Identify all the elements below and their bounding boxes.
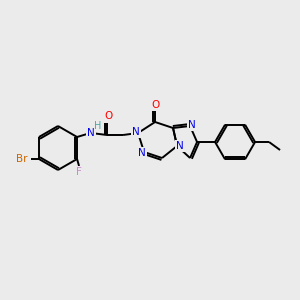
Text: N: N bbox=[138, 148, 146, 158]
Text: O: O bbox=[151, 100, 159, 110]
Text: O: O bbox=[103, 112, 111, 122]
Text: N: N bbox=[138, 148, 146, 158]
Text: N: N bbox=[132, 127, 140, 137]
Text: N: N bbox=[87, 128, 95, 138]
Text: O: O bbox=[104, 111, 112, 121]
Text: Br: Br bbox=[17, 154, 29, 164]
Text: N: N bbox=[176, 141, 184, 151]
Text: N: N bbox=[188, 120, 196, 130]
Text: N: N bbox=[132, 127, 140, 137]
Text: O: O bbox=[151, 100, 159, 110]
Text: Br: Br bbox=[16, 154, 28, 164]
Text: N: N bbox=[176, 141, 184, 151]
Text: N: N bbox=[87, 128, 95, 138]
Text: H: H bbox=[93, 121, 101, 131]
Text: N: N bbox=[188, 120, 196, 130]
Text: F: F bbox=[76, 167, 82, 177]
Text: F: F bbox=[76, 167, 82, 177]
Text: H: H bbox=[94, 121, 102, 131]
